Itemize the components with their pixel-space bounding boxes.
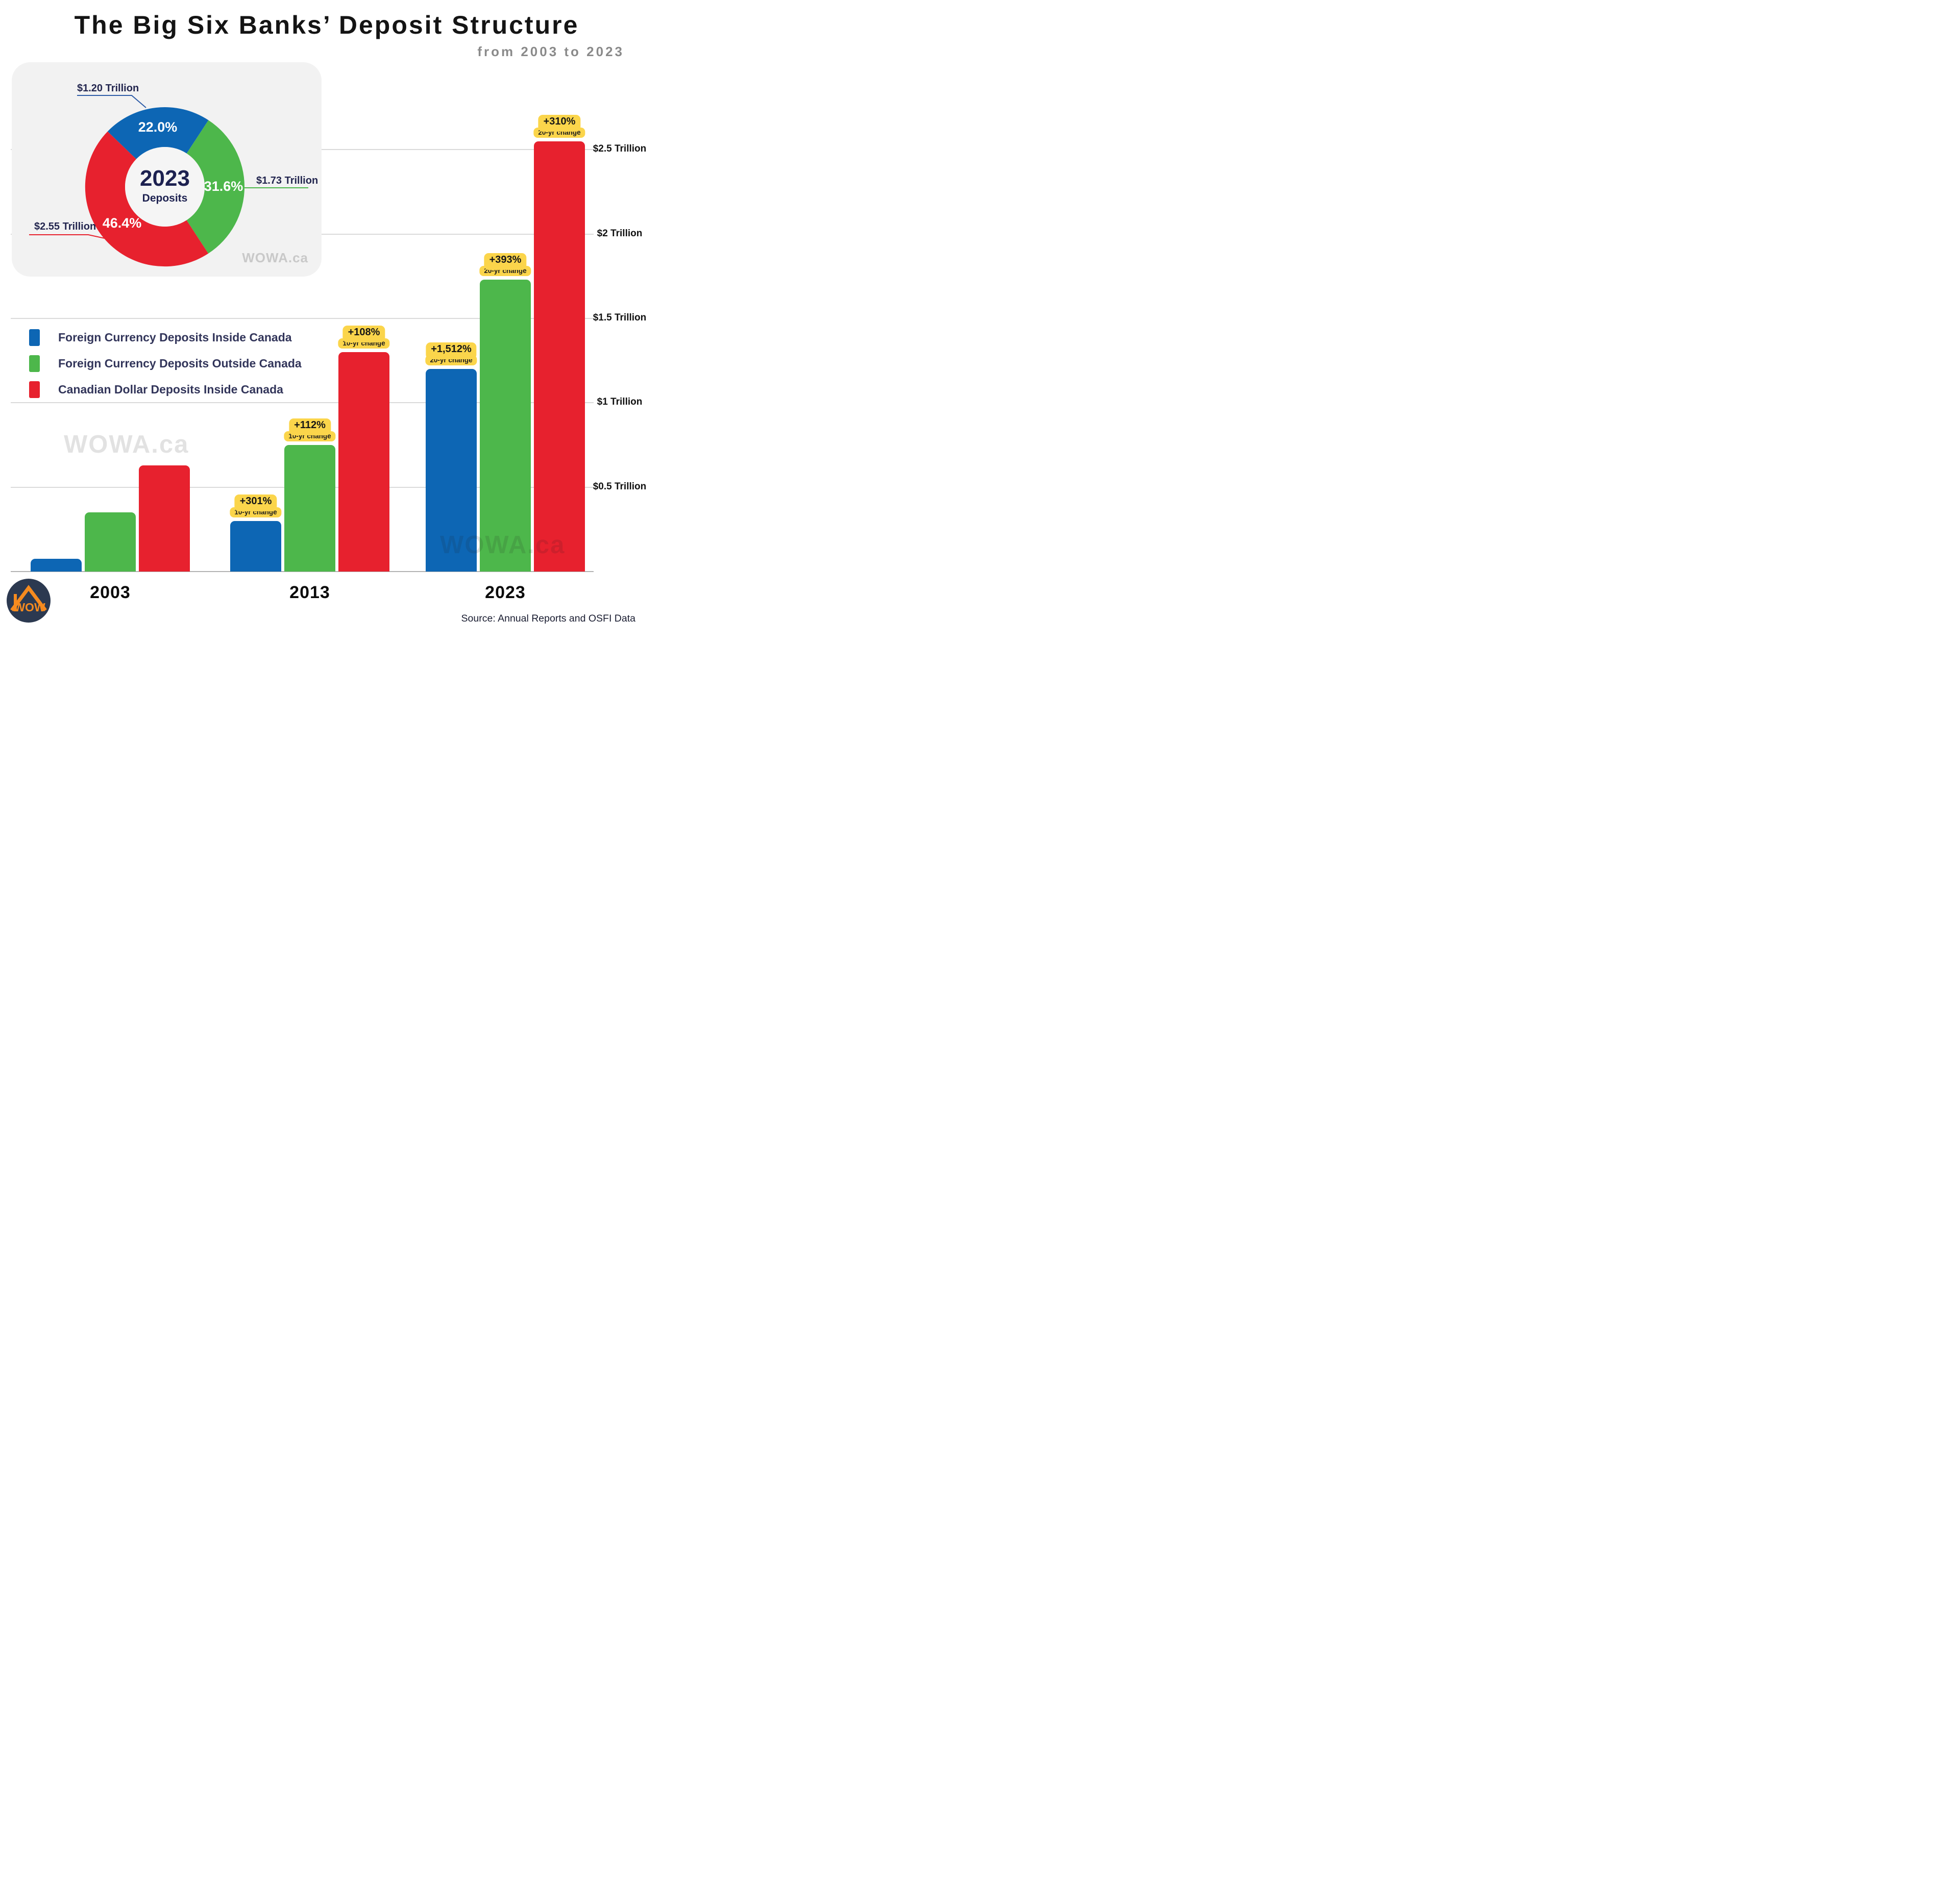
logo-circle [7, 579, 51, 623]
panel-watermark: WOWA.ca [242, 250, 308, 265]
y-axis-label: $1.5 Trillion [593, 312, 647, 323]
change-badge: +108% 10-yr change [338, 326, 390, 349]
watermark-left: WOWA.ca [64, 431, 189, 458]
donut-hole [125, 147, 205, 227]
logo-text: WOW [14, 601, 45, 614]
legend-item-foreign-outside: Foreign Currency Deposits Outside Canada [29, 355, 302, 372]
legend-swatch-red [29, 381, 40, 398]
source-note: Source: Annual Reports and OSFI Data [461, 613, 635, 624]
bar-2013-series-1 [284, 445, 335, 572]
legend-swatch-green [29, 355, 40, 372]
gridline [11, 402, 594, 403]
change-badge: +301% 10-yr change [230, 494, 282, 517]
change-badge: +1,512% 20-yr change [425, 342, 477, 365]
bar-2013-series-0 [230, 521, 281, 572]
bar-2013-series-2 [338, 352, 389, 572]
x-axis-label-2013: 2013 [289, 583, 330, 602]
x-axis-label-2023: 2023 [485, 583, 526, 602]
donut-center-year: 2023 [140, 166, 190, 191]
donut-value-label-blue: $1.20 Trillion [77, 83, 139, 94]
legend-label: Foreign Currency Deposits Inside Canada [58, 331, 292, 344]
page-subtitle: from 2003 to 2023 [477, 44, 624, 59]
watermark-bottom: WOWA.ca [440, 531, 566, 559]
page-title: The Big Six Banks’ Deposit Structure [74, 11, 579, 39]
badge-percent: +393% [484, 253, 527, 270]
y-axis-label: $1 Trillion [597, 397, 643, 407]
legend-swatch-blue [29, 329, 40, 346]
badge-percent: +112% [289, 418, 331, 435]
change-badge: +393% 20-yr change [479, 253, 531, 276]
donut-value-label-red: $2.55 Trillion [34, 221, 96, 232]
logo-roof-icon [10, 585, 47, 612]
leader-line-red [29, 234, 105, 239]
legend-item-foreign-inside: Foreign Currency Deposits Inside Canada [29, 329, 302, 346]
change-badge: +112% 10-yr change [284, 418, 336, 441]
bar-2003-series-1 [85, 512, 136, 572]
donut-segment-blue [107, 107, 209, 159]
donut-center-label: Deposits [142, 192, 188, 204]
wowa-logo: WOW [7, 579, 51, 623]
legend-label: Foreign Currency Deposits Outside Canada [58, 357, 302, 370]
donut-panel: $1.20 Trillion $1.73 Trillion $2.55 Tril… [12, 62, 322, 277]
bar-2023-series-2 [534, 141, 585, 572]
bar-2003-series-0 [31, 559, 82, 572]
x-axis-line [11, 571, 594, 572]
legend: Foreign Currency Deposits Inside Canada … [29, 329, 302, 407]
donut-segment-green [186, 120, 245, 254]
donut-percent-green: 31.6% [204, 179, 243, 194]
y-axis-label: $2 Trillion [597, 228, 643, 239]
badge-percent: +310% [538, 115, 581, 132]
bar-2023-series-1 [480, 280, 531, 572]
donut-chart: $1.20 Trillion $1.73 Trillion $2.55 Tril… [29, 83, 318, 267]
gridline [11, 318, 594, 319]
donut-segments [85, 107, 245, 267]
badge-percent: +108% [342, 326, 385, 342]
legend-label: Canadian Dollar Deposits Inside Canada [58, 383, 283, 396]
bar-2023-series-0 [426, 369, 477, 572]
leader-line-blue [77, 95, 146, 108]
y-axis-label: $0.5 Trillion [593, 481, 647, 492]
x-axis-label-2003: 2003 [90, 583, 131, 602]
change-badge: +310% 20-yr change [533, 115, 585, 138]
legend-item-cad-inside: Canadian Dollar Deposits Inside Canada [29, 381, 302, 398]
donut-value-label-green: $1.73 Trillion [256, 175, 318, 186]
donut-percent-red: 46.4% [103, 215, 142, 231]
bar-2003-series-2 [139, 465, 190, 572]
donut-percent-blue: 22.0% [138, 119, 178, 135]
donut-segment-red [85, 131, 209, 267]
badge-percent: +301% [234, 494, 277, 511]
y-axis-label: $2.5 Trillion [593, 143, 647, 154]
badge-percent: +1,512% [426, 342, 477, 359]
